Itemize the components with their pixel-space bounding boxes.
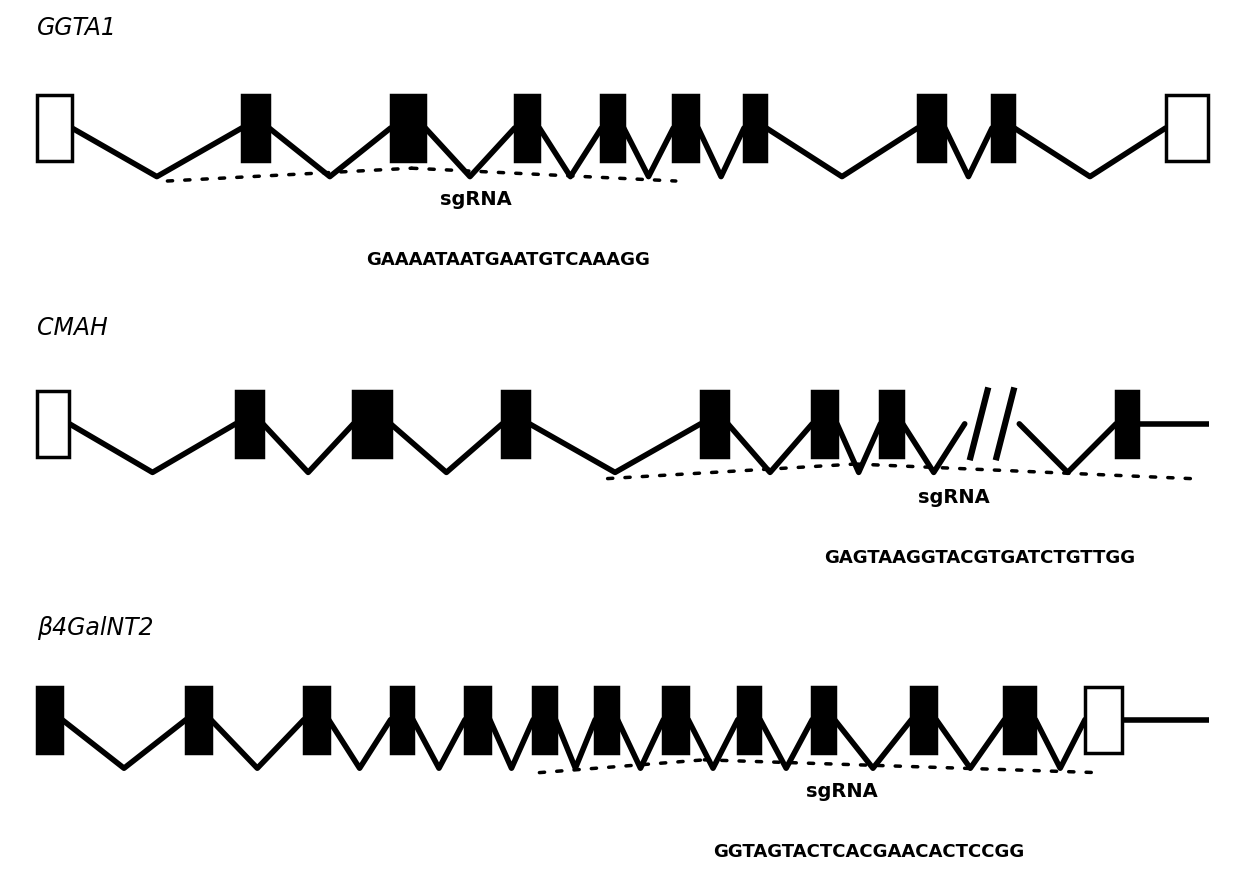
Bar	[502, 390, 529, 457]
Bar	[515, 95, 539, 161]
Text: GGTA1: GGTA1	[37, 16, 117, 40]
Bar	[918, 95, 945, 161]
Bar	[533, 687, 556, 752]
Bar	[1116, 390, 1138, 457]
Bar	[304, 687, 329, 752]
Bar	[701, 390, 728, 457]
Bar	[673, 95, 698, 161]
Bar	[812, 390, 837, 457]
Bar	[391, 95, 425, 161]
Bar	[37, 687, 62, 752]
Bar	[37, 95, 72, 161]
Bar	[1004, 687, 1035, 752]
Text: GAGTAAGGTACGTGATCTGTTGG: GAGTAAGGTACGTGATCTGTTGG	[825, 549, 1136, 567]
Bar	[744, 95, 766, 161]
Bar	[601, 95, 624, 161]
Bar	[1085, 687, 1122, 752]
Bar	[880, 390, 903, 457]
Text: GGTAGTACTCACGAACACTCCGG: GGTAGTACTCACGAACACTCCGG	[713, 843, 1024, 861]
Bar	[911, 687, 936, 752]
Text: CMAH: CMAH	[37, 316, 108, 340]
Bar	[37, 390, 69, 457]
Bar	[812, 687, 835, 752]
Bar	[738, 687, 760, 752]
Bar	[595, 687, 618, 752]
Bar	[391, 687, 413, 752]
Bar	[1166, 95, 1208, 161]
Text: sgRNA: sgRNA	[918, 487, 990, 507]
Bar	[663, 687, 688, 752]
Text: sgRNA: sgRNA	[440, 190, 512, 209]
Bar	[992, 95, 1014, 161]
Bar	[186, 687, 211, 752]
Text: sgRNA: sgRNA	[806, 781, 878, 801]
Text: β4GalNT2: β4GalNT2	[37, 616, 154, 640]
Bar	[242, 95, 269, 161]
Bar	[353, 390, 391, 457]
Bar	[236, 390, 263, 457]
Bar	[465, 687, 490, 752]
Text: GAAAATAATGAATGTCAAAGG: GAAAATAATGAATGTCAAAGG	[366, 252, 650, 269]
